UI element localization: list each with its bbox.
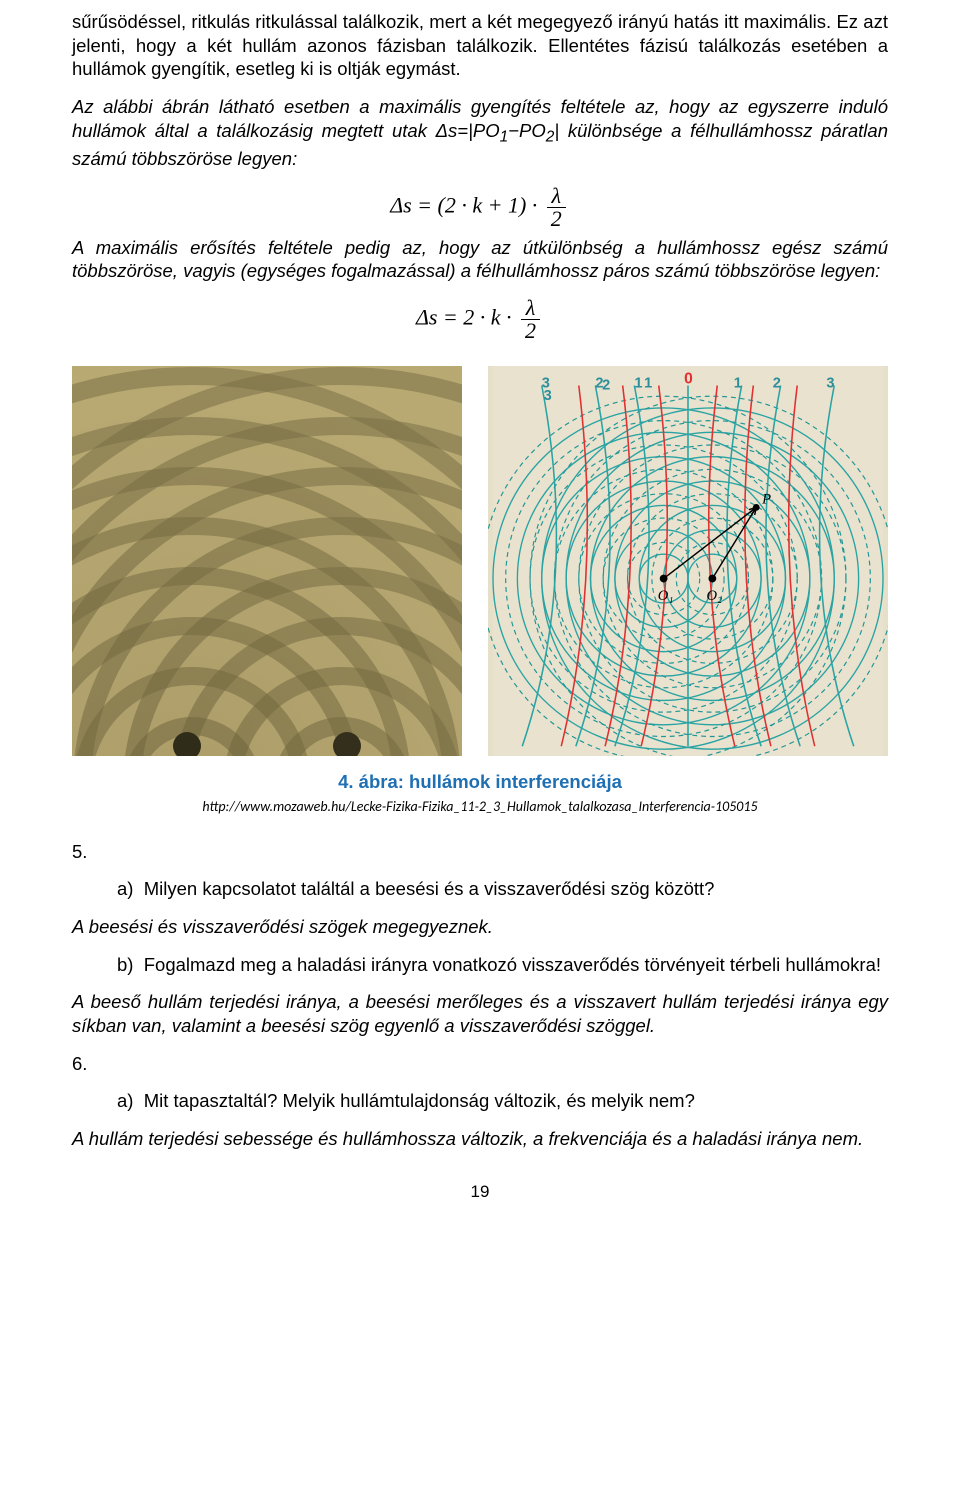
formula2-den: 2 (521, 320, 540, 342)
interference-wave-svg (72, 366, 462, 756)
question-5-number: 5. (72, 840, 888, 864)
figure-left-interference-photo (72, 366, 462, 756)
formula2-lhs: Δs = 2 · k · (416, 305, 512, 330)
paragraph-2: Az alábbi ábrán látható esetben a maximá… (72, 95, 888, 171)
figure-row: O₁O₂P0321123123 (72, 366, 888, 756)
p2-part-b: −PO (508, 120, 546, 141)
figure-right-interference-diagram: O₁O₂P0321123123 (488, 366, 888, 756)
p2-sub1: 1 (500, 128, 509, 145)
question-5b: b) Fogalmazd meg a haladási irányra vona… (117, 953, 888, 977)
svg-text:2: 2 (773, 376, 781, 392)
figure-source: http://www.mozaweb.hu/Lecke-Fizika-Fizik… (72, 798, 888, 816)
question-6-number: 6. (72, 1052, 888, 1076)
question-5a: a) Milyen kapcsolatot találtál a beesési… (117, 877, 888, 901)
svg-text:3: 3 (826, 376, 834, 392)
svg-text:1: 1 (644, 376, 652, 392)
answer-5a: A beesési és visszaverődési szögek megeg… (72, 915, 888, 939)
answer-6a: A hullám terjedési sebessége és hullámho… (72, 1127, 888, 1151)
formula2-frac: λ 2 (521, 297, 540, 342)
question-6a: a) Mit tapasztaltál? Melyik hullámtulajd… (117, 1089, 888, 1113)
formula1-frac: λ 2 (547, 185, 566, 230)
formula-1: Δs = (2 · k + 1) · λ 2 (72, 185, 888, 230)
svg-text:2: 2 (602, 378, 610, 394)
figure-caption: 4. ábra: hullámok interferenciája (72, 770, 888, 794)
formula2-num: λ (521, 297, 540, 320)
svg-text:P: P (761, 492, 771, 508)
svg-text:1: 1 (634, 376, 642, 392)
interference-diagram-svg: O₁O₂P0321123123 (488, 366, 888, 756)
svg-text:1: 1 (734, 376, 742, 392)
formula1-den: 2 (547, 208, 566, 230)
formula1-lhs: Δs = (2 · k + 1) · (390, 192, 537, 217)
formula-2: Δs = 2 · k · λ 2 (72, 297, 888, 342)
svg-text:O₁: O₁ (658, 588, 674, 604)
paragraph-3: A maximális erősítés feltétele pedig az,… (72, 236, 888, 283)
svg-text:3: 3 (544, 388, 552, 404)
svg-text:O₂: O₂ (707, 588, 723, 604)
paragraph-1: sűrűsödéssel, ritkulás ritkulással talál… (72, 10, 888, 81)
answer-5b: A beeső hullám terjedési iránya, a beesé… (72, 990, 888, 1037)
formula1-num: λ (547, 185, 566, 208)
svg-text:0: 0 (684, 371, 693, 388)
page-number: 19 (72, 1181, 888, 1203)
